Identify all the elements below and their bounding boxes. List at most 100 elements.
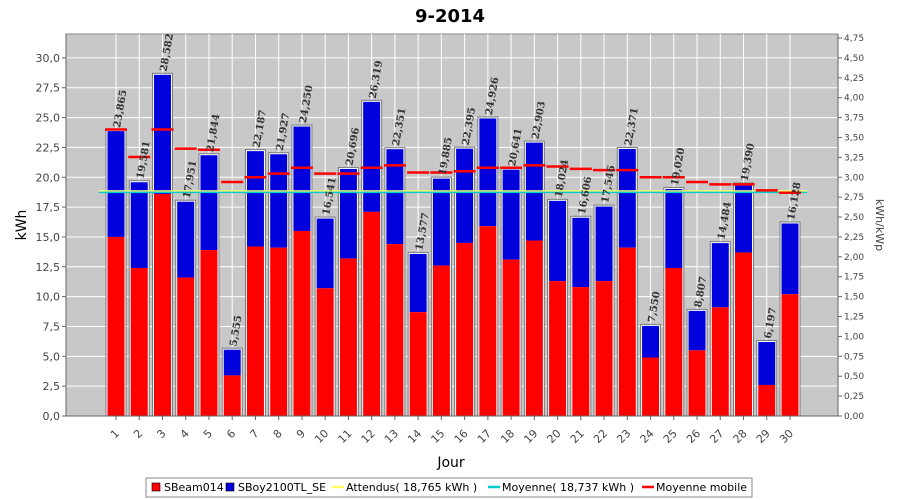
bar-sboy2100tl-se — [432, 178, 450, 266]
bar-sbeam014 — [386, 244, 404, 416]
bar-sboy2100tl-se — [270, 154, 288, 248]
y-tick-label: 17,5 — [36, 201, 61, 214]
y2-tick-label: 1,75 — [844, 273, 864, 283]
x-tick-label: 27 — [707, 427, 726, 446]
bar-sboy2100tl-se — [339, 168, 357, 259]
bar-sboy2100tl-se — [479, 118, 497, 227]
bar-sboy2100tl-se — [688, 310, 706, 351]
y2-tick-label: 4,00 — [844, 94, 864, 104]
y2-tick-label: 2,75 — [844, 193, 864, 203]
bar-sboy2100tl-se — [781, 223, 799, 295]
x-tick-label: 13 — [382, 427, 401, 446]
y2-tick-label: 1,00 — [844, 332, 864, 342]
bar-sboy2100tl-se — [735, 184, 753, 253]
y2-tick-label: 4,25 — [844, 74, 864, 84]
y2-tick-label: 0,25 — [844, 392, 864, 402]
x-tick-label: 7 — [247, 427, 261, 441]
legend: SBeam014 SBoy2100TL_SE Attendus( 18,765 kW… — [145, 477, 753, 498]
x-tick-label: 5 — [201, 427, 215, 441]
y2-tick-label: 0,50 — [844, 372, 864, 382]
bar-sboy2100tl-se — [363, 101, 381, 212]
y-tick-label: 2,5 — [43, 380, 61, 393]
bar-value-label: 5,555 — [228, 314, 244, 347]
bar-sboy2100tl-se — [107, 131, 125, 237]
bar-sboy2100tl-se — [200, 155, 218, 251]
bar-value-label: 6,197 — [763, 307, 779, 340]
y-tick-label: 20,0 — [36, 171, 61, 184]
y-tick-label: 12,5 — [36, 261, 61, 274]
x-tick-label: 25 — [661, 427, 680, 446]
bar-sbeam014 — [525, 240, 543, 416]
legend-swatch — [225, 482, 235, 492]
y-tick-label: 22,5 — [36, 141, 61, 154]
y2-tick-label: 0,00 — [844, 412, 864, 422]
bar-sbeam014 — [502, 259, 520, 416]
bar-sbeam014 — [246, 246, 264, 416]
bar-sbeam014 — [618, 247, 636, 416]
y-tick-label: 25,0 — [36, 112, 61, 125]
x-tick-label: 16 — [452, 427, 471, 446]
x-tick-label: 10 — [312, 427, 331, 446]
bar-sboy2100tl-se — [293, 126, 311, 231]
x-tick-label: 11 — [335, 427, 354, 446]
x-tick-label: 24 — [638, 427, 657, 446]
bar-sbeam014 — [363, 211, 381, 416]
bar-value-label: 8,807 — [693, 276, 709, 309]
y-tick-label: 15,0 — [36, 231, 61, 244]
bar-sboy2100tl-se — [177, 201, 195, 278]
bar-sbeam014 — [549, 281, 567, 416]
bar-sboy2100tl-se — [665, 188, 683, 268]
bar-sbeam014 — [200, 250, 218, 416]
bar-sboy2100tl-se — [153, 74, 171, 194]
x-tick-label: 30 — [777, 427, 796, 446]
x-tick-label: 1 — [108, 427, 122, 441]
y2-axis-label: kWh/kWp — [873, 199, 886, 251]
y-tick-label: 0,0 — [43, 410, 61, 423]
bar-sbeam014 — [339, 258, 357, 416]
legend-swatch — [151, 482, 161, 492]
bar-sboy2100tl-se — [246, 151, 264, 247]
x-tick-label: 6 — [224, 427, 238, 441]
legend-item-sbeam014: SBeam014 — [151, 481, 224, 494]
y-tick-label: 7,5 — [43, 320, 61, 333]
bar-sboy2100tl-se — [409, 253, 427, 313]
x-tick-label: 17 — [475, 427, 494, 446]
bar-sbeam014 — [642, 357, 660, 416]
bar-sboy2100tl-se — [595, 206, 613, 282]
x-tick-label: 2 — [131, 427, 145, 441]
bar-sbeam014 — [479, 226, 497, 416]
bar-sbeam014 — [177, 277, 195, 416]
y2-tick-label: 3,75 — [844, 114, 864, 124]
legend-label: Moyenne mobile — [656, 481, 747, 494]
bar-sbeam014 — [107, 236, 125, 416]
x-tick-label: 18 — [498, 427, 517, 446]
bar-sbeam014 — [572, 287, 590, 416]
bar-sbeam014 — [153, 193, 171, 416]
y-tick-label: 10,0 — [36, 291, 61, 304]
x-tick-label: 4 — [178, 427, 192, 441]
bar-sbeam014 — [665, 267, 683, 416]
bar-sbeam014 — [758, 384, 776, 416]
y2-tick-label: 2,25 — [844, 233, 864, 243]
x-tick-label: 26 — [684, 427, 703, 446]
bar-sboy2100tl-se — [549, 200, 567, 282]
x-tick-label: 14 — [405, 427, 424, 446]
y2-tick-label: 2,00 — [844, 253, 864, 263]
bar-sboy2100tl-se — [130, 182, 148, 268]
legend-label: Moyenne( 18,737 kWh ) — [502, 481, 634, 494]
bar-sbeam014 — [432, 265, 450, 416]
bar-sbeam014 — [223, 375, 241, 416]
bar-sbeam014 — [595, 281, 613, 416]
y2-tick-label: 3,50 — [844, 133, 864, 143]
y2-tick-label: 4,50 — [844, 54, 864, 64]
legend-label: SBoy2100TL_SE — [238, 481, 326, 494]
y-tick-label: 27,5 — [36, 82, 61, 95]
bar-sbeam014 — [735, 252, 753, 416]
bar-sboy2100tl-se — [502, 169, 520, 260]
bar-sboy2100tl-se — [316, 218, 334, 289]
plot-area: 0,0 2,5 5,0 7,5 10,0 12,5 15,0 17,5 20,0 22,5 25,0… — [36, 33, 865, 446]
x-tick-label: 29 — [754, 427, 773, 446]
x-tick-label: 9 — [294, 427, 308, 441]
bar-sbeam014 — [456, 242, 474, 416]
y-tick-label: 30,0 — [36, 52, 61, 65]
